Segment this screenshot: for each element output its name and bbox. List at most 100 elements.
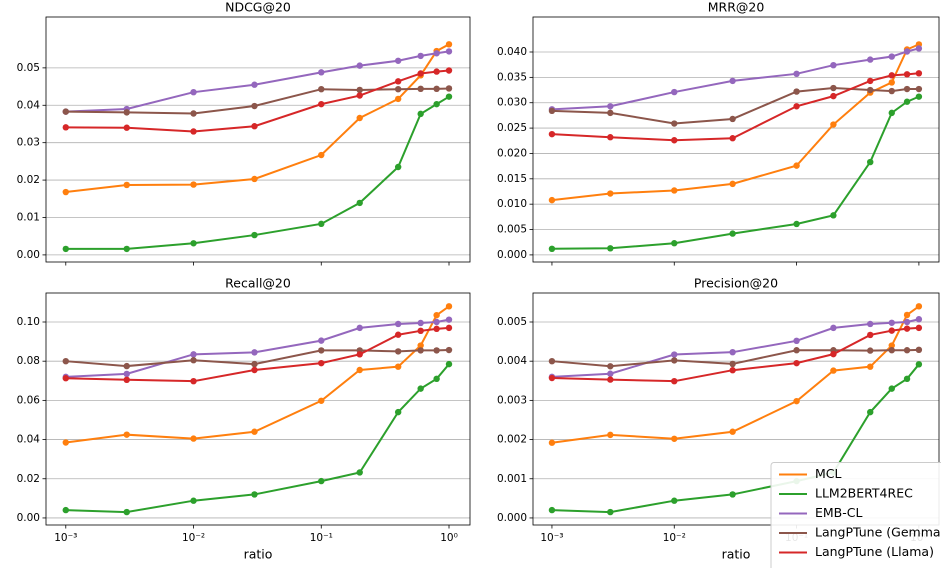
marker (548, 245, 556, 253)
marker (548, 439, 556, 446)
legend-label: LLM2BERT4REC (815, 486, 913, 501)
y-tick-label: 0.00 (17, 249, 40, 261)
marker (417, 347, 424, 354)
series-line (65, 43, 450, 194)
marker (915, 70, 923, 77)
marker (190, 497, 197, 504)
marker (729, 428, 736, 435)
marker (394, 331, 402, 338)
marker (830, 324, 837, 332)
x-tick-label: 10⁻² (182, 532, 205, 544)
marker (888, 327, 895, 334)
marker (888, 72, 895, 79)
series-line (65, 318, 450, 378)
marker (251, 123, 258, 130)
marker (251, 366, 258, 374)
marker (729, 135, 736, 142)
marker (830, 121, 837, 128)
marker (729, 348, 736, 356)
series-line (65, 326, 450, 383)
marker (729, 360, 736, 368)
legend-label: MCL (815, 466, 842, 481)
marker (318, 359, 325, 367)
marker (123, 245, 130, 253)
marker (607, 103, 614, 110)
marker (318, 397, 325, 404)
series-line (65, 349, 450, 368)
marker (903, 48, 911, 55)
y-tick-label: 0.005 (497, 224, 527, 236)
x-axis-label: ratio (722, 547, 751, 562)
marker (548, 196, 556, 204)
y-tick-label: 0.06 (17, 394, 41, 406)
marker (607, 370, 614, 377)
y-tick-label: 0.08 (17, 355, 40, 367)
marker (903, 85, 911, 93)
legend-label: EMB-CL (815, 505, 862, 520)
y-tick-label: 0.015 (497, 173, 527, 185)
marker (607, 109, 614, 117)
marker (903, 375, 911, 383)
marker (867, 86, 874, 94)
y-tick-label: 0.000 (497, 512, 527, 524)
marker (793, 397, 800, 405)
y-tick-label: 0.025 (497, 122, 527, 134)
marker (251, 81, 258, 88)
marker (433, 347, 440, 354)
series-line (551, 87, 919, 125)
marker (62, 108, 69, 115)
marker (62, 188, 69, 196)
marker (318, 477, 325, 485)
y-tick-label: 0.000 (497, 249, 527, 261)
marker (729, 230, 736, 237)
marker (62, 124, 69, 131)
y-tick-label: 0.005 (497, 316, 527, 328)
marker (867, 77, 874, 85)
marker (888, 319, 895, 326)
y-tick-label: 0.002 (497, 434, 527, 446)
legend-label: LangPTune (Gemma (815, 525, 941, 540)
subplot: 0.0000.0010.0020.0030.0040.00510⁻³10⁻²10… (497, 276, 940, 562)
series-line (65, 50, 450, 113)
marker (903, 311, 911, 319)
marker (445, 316, 453, 323)
series-line (551, 348, 919, 368)
marker (830, 367, 837, 374)
marker (915, 316, 923, 323)
marker (190, 435, 197, 442)
x-tick-label: 10⁻² (663, 532, 686, 544)
y-tick-label: 0.03 (17, 137, 40, 149)
y-tick-label: 0.04 (17, 434, 41, 446)
marker (671, 120, 678, 127)
marker (729, 491, 736, 498)
marker (548, 130, 556, 138)
marker (251, 175, 258, 183)
legend: MCL LLM2BERT4REC EMB-CL LangPTune (Gemma Lan… (770, 462, 941, 568)
marker (830, 61, 837, 69)
marker (915, 324, 923, 332)
marker (433, 311, 440, 319)
marker (867, 320, 874, 328)
marker (394, 85, 402, 93)
marker (548, 357, 556, 365)
marker (356, 92, 363, 99)
marker (671, 137, 678, 144)
marker (123, 370, 130, 378)
marker (190, 240, 197, 247)
y-tick-label: 0.040 (497, 46, 527, 58)
y-tick-label: 0.030 (497, 97, 527, 109)
marker (793, 359, 800, 367)
chart-title: NDCG@20 (225, 0, 291, 15)
marker (548, 506, 556, 514)
marker (607, 245, 614, 252)
axes-frame (532, 292, 940, 526)
legend-box (770, 462, 941, 568)
marker (394, 408, 402, 416)
y-tick-label: 0.00 (17, 512, 40, 524)
marker (318, 69, 325, 76)
marker (190, 88, 197, 96)
marker (903, 318, 911, 326)
marker (433, 100, 440, 108)
marker (867, 363, 874, 370)
